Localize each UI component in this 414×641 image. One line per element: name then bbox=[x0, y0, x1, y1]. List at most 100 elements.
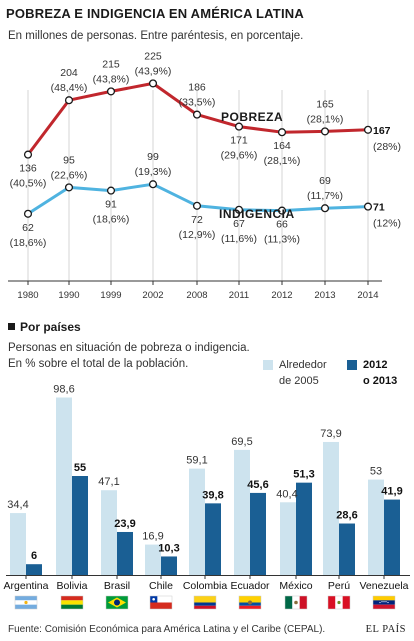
x-tick-label-1990: 1990 bbox=[58, 290, 79, 301]
bar-2005-perú bbox=[323, 441, 339, 575]
value-label: 164 bbox=[273, 140, 291, 152]
category-label-venezuela: Venezuela bbox=[359, 580, 408, 592]
brazil-flag-icon bbox=[105, 595, 129, 610]
bar-2012-venezuela bbox=[384, 499, 400, 575]
bar-legend: Alrededor de 2005 2012 o 2013 bbox=[263, 359, 397, 387]
page-title: POBREZA E INDIGENCIA EN AMÉRICA LATINA bbox=[6, 6, 304, 21]
bar-2005-venezuela bbox=[368, 479, 384, 575]
data-point-indigencia-2011 bbox=[234, 205, 244, 214]
percent-label: (12,9%) bbox=[179, 229, 216, 241]
bar-value-2012: 41,9 bbox=[381, 486, 402, 498]
bar-2005-bolivia bbox=[56, 397, 72, 575]
value-label: 72 bbox=[191, 214, 203, 226]
bar-value-2012: 51,3 bbox=[293, 469, 314, 481]
colombia-flag-icon bbox=[193, 595, 217, 610]
data-point-pobreza-2014 bbox=[363, 125, 373, 134]
data-point-pobreza-2008 bbox=[192, 110, 202, 119]
bar-2005-chile bbox=[145, 544, 161, 575]
line-chart: 1980 1990 1999 2002 2008 2011 2012 2013 2014 136 (… bbox=[8, 50, 401, 301]
series-label-pobreza: POBREZA bbox=[221, 110, 283, 124]
bar-value-2012: 10,3 bbox=[158, 542, 179, 554]
data-point-pobreza-2013 bbox=[320, 127, 330, 136]
x-tick-label-2008: 2008 bbox=[186, 290, 207, 301]
percent-label: (22,6%) bbox=[51, 169, 88, 181]
percent-label: (28%) bbox=[373, 141, 401, 153]
legend-swatch-2005 bbox=[263, 360, 273, 370]
bar-2012-bolivia bbox=[72, 476, 88, 575]
argentina-flag-icon bbox=[14, 595, 38, 610]
bar-2012-perú bbox=[339, 523, 355, 575]
data-point-pobreza-2011 bbox=[234, 122, 244, 131]
category-label-argentina: Argentina bbox=[4, 580, 49, 592]
series-label-indigencia: INDIGENCIA bbox=[219, 207, 295, 221]
data-point-indigencia-1990 bbox=[64, 183, 74, 192]
percent-label: (29,6%) bbox=[221, 150, 258, 162]
legend-label-2012: 2012 bbox=[363, 359, 387, 371]
value-label: 225 bbox=[144, 50, 162, 62]
bolivia-flag-icon bbox=[60, 595, 84, 610]
x-tick-label-1980: 1980 bbox=[17, 290, 38, 301]
bar-value-2005: 69,5 bbox=[231, 436, 252, 448]
value-label: 69 bbox=[319, 175, 331, 187]
percent-label: (11,7%) bbox=[307, 190, 343, 202]
percent-label: (43,8%) bbox=[93, 73, 130, 85]
bar-value-2005: 73,9 bbox=[320, 428, 341, 440]
ecuador-flag-icon bbox=[238, 595, 262, 610]
bar-subtitle-line-2: En % sobre el total de la población. bbox=[8, 358, 188, 370]
category-label-chile: Chile bbox=[149, 580, 173, 592]
data-point-pobreza-2012 bbox=[277, 128, 287, 137]
percent-label: (18,6%) bbox=[93, 214, 130, 226]
bar-2012-colombia bbox=[205, 503, 221, 575]
section-bullet bbox=[8, 323, 15, 330]
bar-value-2012: 6 bbox=[31, 550, 37, 562]
data-point-pobreza-1999 bbox=[106, 87, 116, 96]
category-label-colombia: Colombia bbox=[183, 580, 228, 592]
chile-flag-icon bbox=[149, 595, 173, 610]
legend-label-2013: o 2013 bbox=[363, 375, 397, 387]
category-label-brasil: Brasil bbox=[104, 580, 130, 592]
bar-2005-brasil bbox=[101, 490, 117, 575]
percent-label: (48,4%) bbox=[51, 82, 88, 94]
value-label: 91 bbox=[105, 199, 117, 211]
bar-value-2005: 47,1 bbox=[98, 476, 119, 488]
page-subtitle: En millones de personas. Entre paréntesi… bbox=[8, 30, 303, 42]
x-tick-label-2014: 2014 bbox=[357, 290, 378, 301]
bar-2005-ecuador bbox=[234, 449, 250, 575]
value-label: 62 bbox=[22, 222, 34, 234]
value-label: 167 bbox=[373, 125, 391, 137]
bar-2012-argentina bbox=[26, 564, 42, 575]
bar-2005-méxico bbox=[280, 502, 296, 575]
peru-flag-icon bbox=[327, 595, 351, 610]
bar-value-2005: 98,6 bbox=[53, 384, 74, 396]
bar-value-2012: 28,6 bbox=[336, 510, 357, 522]
value-label: 95 bbox=[63, 154, 75, 166]
bar-2005-argentina bbox=[10, 513, 26, 575]
percent-label: (33,5%) bbox=[179, 97, 216, 109]
bar-value-2012: 23,9 bbox=[114, 518, 135, 530]
legend-label-2005-line-2: de 2005 bbox=[279, 375, 319, 387]
data-point-indigencia-2014 bbox=[363, 202, 373, 211]
percent-label: (28,1%) bbox=[264, 155, 301, 167]
data-point-pobreza-1980 bbox=[23, 150, 33, 159]
percent-label: (40,5%) bbox=[10, 178, 47, 190]
bar-value-2012: 55 bbox=[74, 462, 86, 474]
value-label: 165 bbox=[316, 98, 334, 110]
bar-2012-ecuador bbox=[250, 492, 266, 575]
bar-value-2005: 16,9 bbox=[142, 531, 163, 543]
bar-chart: 34,4 6 Argentina 98,6 55 Bolivia 47,1 23,9 Brasi… bbox=[4, 384, 410, 592]
mexico-flag-icon bbox=[284, 595, 308, 610]
percent-label: (11,6%) bbox=[221, 233, 257, 245]
bar-subtitle-line-1: Personas en situación de pobreza o indig… bbox=[8, 342, 250, 354]
value-label: 66 bbox=[276, 219, 288, 231]
percent-label: (43,9%) bbox=[135, 65, 172, 77]
bar-value-2012: 39,8 bbox=[202, 489, 223, 501]
value-label: 71 bbox=[373, 202, 385, 214]
value-label: 215 bbox=[102, 58, 120, 70]
value-label: 171 bbox=[230, 135, 248, 147]
data-point-pobreza-1990 bbox=[64, 96, 74, 105]
category-label-bolivia: Bolivia bbox=[57, 580, 88, 592]
data-point-pobreza-2002 bbox=[148, 79, 158, 88]
x-tick-label-2002: 2002 bbox=[142, 290, 163, 301]
category-label-perú: Perú bbox=[328, 580, 350, 592]
percent-label: (19,3%) bbox=[135, 166, 172, 178]
